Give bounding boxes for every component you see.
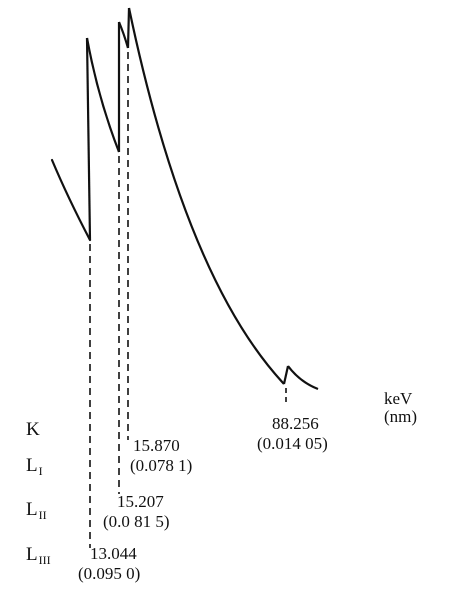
curve-LIII-to-LII bbox=[85, 37, 121, 153]
curve-above-K bbox=[287, 365, 319, 391]
edge-LI-wavelength: (0.078 1) bbox=[130, 456, 193, 475]
edge-LII-wavelength: (0.0 81 5) bbox=[103, 512, 170, 531]
curve-below-LIII bbox=[50, 158, 92, 242]
unit-energy: keV bbox=[384, 389, 413, 408]
label-shell-LIII: LIII bbox=[26, 544, 51, 568]
curve-LI-to-K bbox=[127, 7, 285, 385]
edge-K-jump bbox=[282, 365, 290, 385]
label-shell-K: K bbox=[26, 419, 40, 440]
unit-wavelength: (nm) bbox=[384, 407, 418, 426]
curve-LII-to-LI bbox=[117, 21, 130, 49]
edge-LII-energy: 15.207 bbox=[117, 492, 164, 511]
edge-LIII-energy: 13.044 bbox=[90, 544, 137, 563]
label-shell-LII: LII bbox=[26, 499, 47, 523]
edge-K-energy: 88.256 bbox=[272, 414, 319, 433]
edge-LIII-jump bbox=[85, 37, 92, 241]
label-shell-LI: LI bbox=[26, 455, 43, 479]
edge-LI-energy: 15.870 bbox=[133, 436, 180, 455]
edge-LI-jump bbox=[126, 7, 131, 49]
edge-K-wavelength: (0.014 05) bbox=[257, 434, 328, 453]
edge-LIII-wavelength: (0.095 0) bbox=[78, 564, 141, 583]
